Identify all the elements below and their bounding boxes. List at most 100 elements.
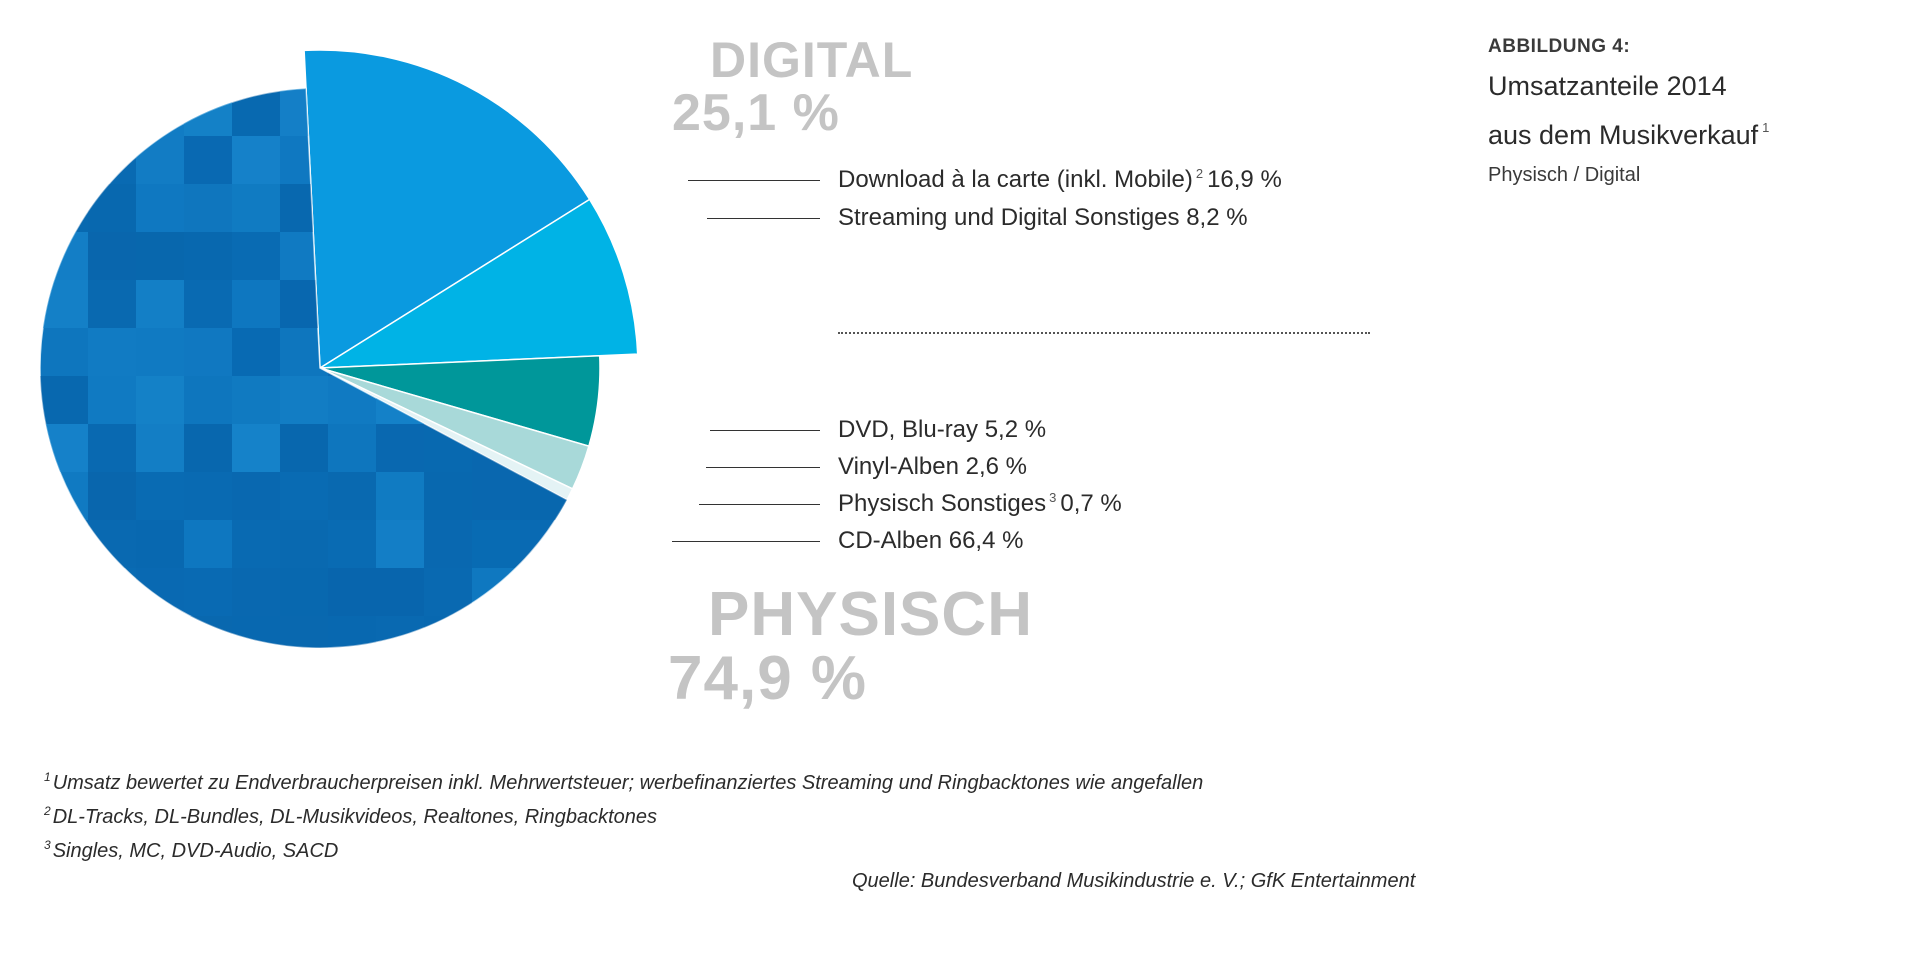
legend-row-dvd: DVD, Blu-ray 5,2 % (0, 414, 1400, 446)
mosaic-tile (88, 424, 136, 472)
mosaic-tile (88, 88, 136, 136)
mosaic-tile (472, 568, 520, 616)
legend-row-cd: CD-Alben 66,4 % (0, 525, 1400, 557)
legend-label-cd: CD-Alben 66,4 % (838, 527, 1024, 554)
legend-label-dvd: DVD, Blu-ray 5,2 % (838, 416, 1047, 443)
leader-line (710, 430, 820, 431)
digital-group-name: DIGITAL (710, 32, 914, 88)
mosaic-tile (376, 424, 424, 472)
mosaic-tile (40, 376, 88, 424)
mosaic-tile (136, 616, 184, 648)
mosaic-tile (232, 184, 280, 232)
mosaic-tile (376, 472, 424, 520)
mosaic-tile (136, 232, 184, 280)
mosaic-tile (88, 376, 136, 424)
physisch-group-name: PHYSISCH (708, 580, 1033, 649)
mosaic-tile (328, 616, 376, 648)
mosaic-tile (40, 568, 88, 616)
footnote-2: 2 DL-Tracks, DL-Bundles, DL-Musikvideos, … (44, 804, 658, 828)
physisch-group-percent: 74,9 % (668, 644, 868, 713)
footnote-3: 3 Singles, MC, DVD-Audio, SACD (44, 838, 339, 862)
mosaic-tile (424, 568, 472, 616)
mosaic-tile (88, 568, 136, 616)
mosaic-tile (424, 520, 472, 568)
mosaic-tile (136, 520, 184, 568)
mosaic-tile (472, 616, 520, 648)
mosaic-tile (280, 376, 328, 424)
mosaic-tile (568, 568, 616, 616)
mosaic-tile (280, 472, 328, 520)
mosaic-tile (184, 520, 232, 568)
mosaic-tile (88, 280, 136, 328)
legend-row-download: Download à la carte (inkl. Mobile) 2 16,9 … (0, 164, 1400, 196)
mosaic-tile (136, 184, 184, 232)
mosaic-tile (232, 520, 280, 568)
mosaic-tile (136, 280, 184, 328)
digital-group-title: DIGITAL 25,1 % (672, 34, 913, 140)
pie-chart (39, 49, 639, 664)
mosaic-tile (136, 88, 184, 136)
mosaic-tile (136, 328, 184, 376)
physisch-group-title: PHYSISCH 74,9 % (668, 583, 1033, 711)
mosaic-tile (88, 472, 136, 520)
mosaic-tile (232, 616, 280, 648)
mosaic-tile (376, 568, 424, 616)
mosaic-tile (184, 136, 232, 184)
mosaic-tile (232, 280, 280, 328)
pie-slice-streaming-und-digital-sonstiges (317, 198, 639, 369)
mosaic-tile (184, 184, 232, 232)
figure-caption: ABBILDUNG 4: Umsatzanteile 2014 aus dem … (1488, 36, 1908, 187)
mosaic-tile (184, 232, 232, 280)
footnote-1: 1 Umsatz bewertet zu Endverbraucherpreise… (44, 770, 1204, 794)
legend-label-streaming: Streaming und Digital Sonstiges 8,2 % (838, 204, 1248, 231)
mosaic-tile (184, 328, 232, 376)
mosaic-tile (184, 280, 232, 328)
digital-group-percent: 25,1 % (672, 84, 840, 142)
mosaic-tile (184, 568, 232, 616)
mosaic-tile (232, 472, 280, 520)
mosaic-tile (40, 232, 88, 280)
mosaic-tile (520, 568, 568, 616)
mosaic-tile (184, 376, 232, 424)
mosaic-tile (40, 328, 88, 376)
leader-line (699, 504, 820, 505)
legend-row-physisch-sonstiges: Physisch Sonstiges 3 0,7 % (0, 488, 1400, 520)
pie-slice-download-la-carte-inkl-mobile (303, 49, 591, 370)
mosaic-tile (520, 616, 568, 648)
mosaic-tile (280, 568, 328, 616)
leader-line (672, 541, 820, 542)
leader-line (688, 180, 820, 181)
mosaic-tile (184, 472, 232, 520)
mosaic-tile (136, 376, 184, 424)
mosaic-tile (568, 616, 616, 664)
mosaic-tile (472, 520, 520, 568)
mosaic-tile (280, 616, 328, 648)
mosaic-tile (184, 88, 232, 136)
mosaic-tile (328, 472, 376, 520)
legend-label-physisch-sonstiges: Physisch Sonstiges 3 0,7 % (838, 490, 1122, 517)
mosaic-tile (184, 616, 232, 648)
mosaic-tile (376, 520, 424, 568)
mosaic-tile (424, 472, 472, 520)
mosaic-tile (184, 424, 232, 472)
mosaic-tile (424, 616, 472, 648)
mosaic-tile (88, 616, 136, 648)
mosaic-tile (568, 88, 616, 136)
mosaic-tile (376, 616, 424, 648)
source-note: Quelle: Bundesverband Musikindustrie e. … (852, 870, 1416, 892)
mosaic-tile (136, 472, 184, 520)
mosaic-tile (88, 232, 136, 280)
mosaic-tile (88, 328, 136, 376)
mosaic-tile (280, 424, 328, 472)
legend-label-vinyl: Vinyl-Alben 2,6 % (838, 453, 1028, 480)
figure-title-line-1: Umsatzanteile 2014 (1488, 71, 1727, 101)
legend-label-download: Download à la carte (inkl. Mobile) 2 16,9 … (838, 166, 1282, 193)
mosaic-tile (232, 424, 280, 472)
mosaic-tile (472, 472, 520, 520)
mosaic-tile (232, 232, 280, 280)
mosaic-tile (232, 136, 280, 184)
figure-label: ABBILDUNG 4: (1488, 36, 1631, 57)
mosaic-tile (232, 376, 280, 424)
figure-subtitle: Physisch / Digital (1488, 164, 1641, 186)
figure-title-line-2: aus dem Musikverkauf 1 (1488, 120, 1770, 150)
